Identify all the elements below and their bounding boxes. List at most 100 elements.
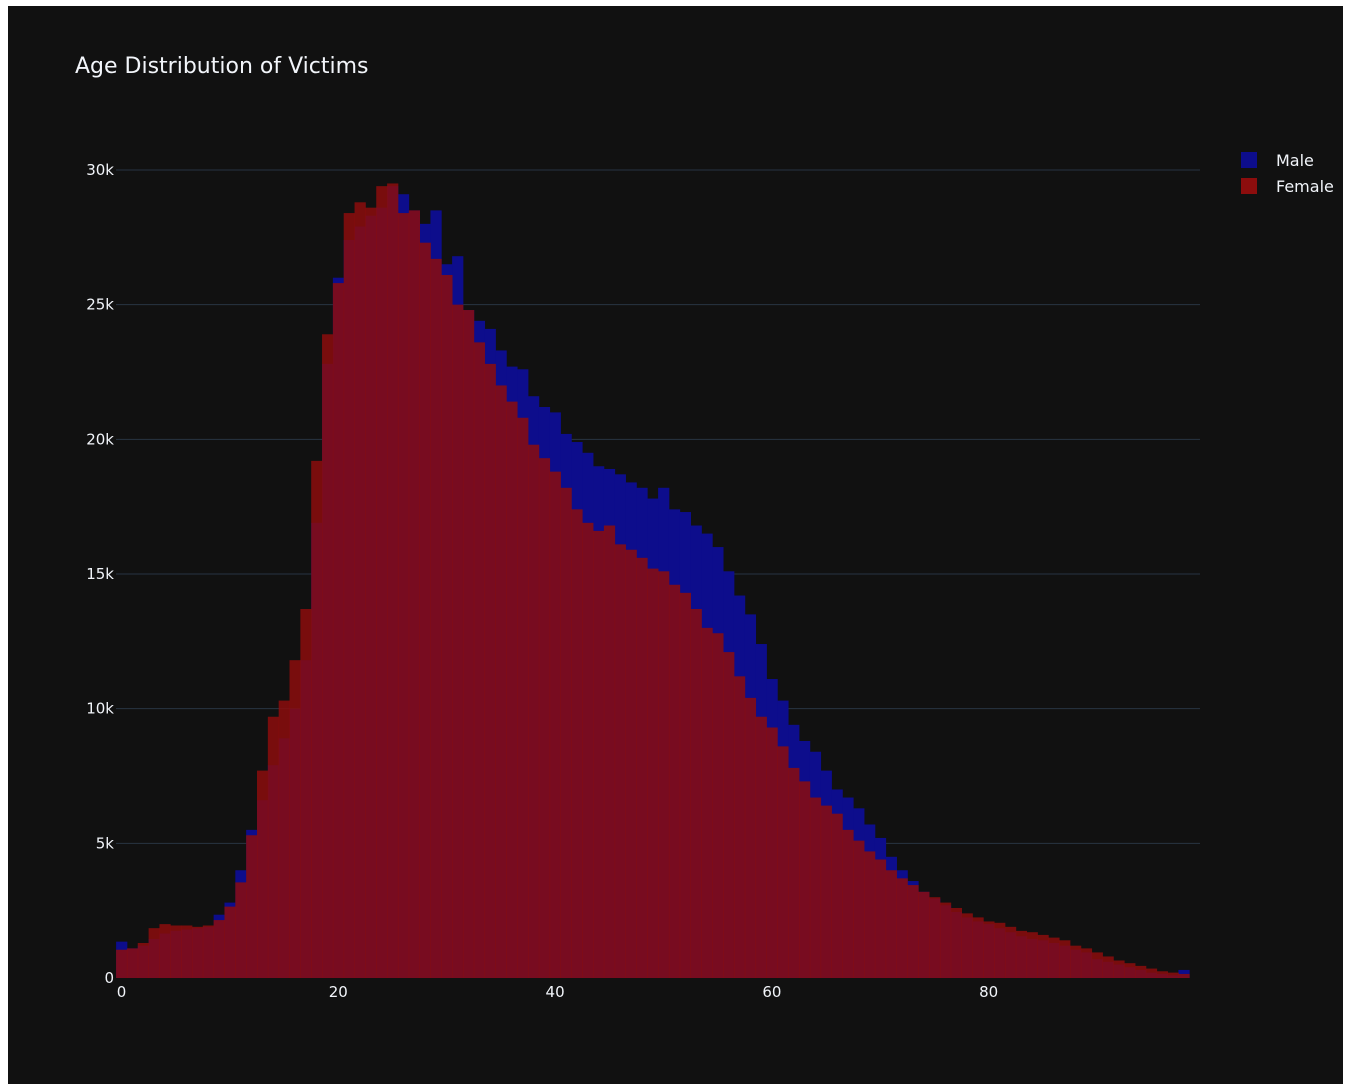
female-bar-12[interactable]: [246, 835, 258, 978]
female-bar-9[interactable]: [213, 920, 225, 978]
female-bar-97[interactable]: [1167, 972, 1179, 978]
female-bar-52[interactable]: [679, 592, 691, 978]
female-bar-29[interactable]: [430, 258, 442, 978]
female-bar-66[interactable]: [831, 813, 843, 978]
female-bar-2[interactable]: [137, 942, 149, 978]
female-bar-91[interactable]: [1102, 956, 1114, 978]
female-bar-26[interactable]: [397, 213, 410, 978]
female-bar-19[interactable]: [322, 334, 334, 978]
female-bar-88[interactable]: [1070, 945, 1082, 978]
female-bar-7[interactable]: [191, 926, 204, 978]
female-bar-33[interactable]: [473, 342, 486, 978]
female-bar-21[interactable]: [343, 213, 355, 978]
female-bar-74[interactable]: [918, 891, 930, 978]
female-bar-25[interactable]: [387, 183, 399, 978]
female-bar-15[interactable]: [278, 700, 290, 978]
female-bar-75[interactable]: [929, 897, 941, 978]
female-bar-86[interactable]: [1048, 937, 1060, 978]
female-bar-67[interactable]: [842, 829, 854, 978]
female-bar-30[interactable]: [441, 275, 453, 978]
female-bar-80[interactable]: [983, 921, 995, 978]
female-bar-89[interactable]: [1080, 948, 1093, 978]
female-bar-77[interactable]: [950, 907, 962, 978]
female-bar-92[interactable]: [1113, 960, 1125, 978]
female-bar-57[interactable]: [733, 676, 746, 978]
female-bar-5[interactable]: [170, 925, 182, 978]
female-bar-82[interactable]: [1004, 926, 1017, 978]
female-bar-62[interactable]: [788, 767, 800, 978]
female-bar-78[interactable]: [961, 913, 973, 978]
female-bar-16[interactable]: [289, 660, 301, 978]
female-bar-73[interactable]: [907, 885, 919, 978]
female-bar-42[interactable]: [571, 509, 583, 978]
female-bar-13[interactable]: [257, 770, 269, 978]
female-bar-24[interactable]: [376, 186, 388, 978]
female-bar-68[interactable]: [853, 840, 865, 978]
female-bar-6[interactable]: [181, 925, 193, 978]
legend[interactable]: Male Female: [1241, 151, 1334, 196]
legend-item-female[interactable]: Female: [1241, 177, 1334, 196]
female-bar-50[interactable]: [658, 571, 670, 978]
female-bar-56[interactable]: [723, 652, 735, 978]
female-bar-60[interactable]: [766, 727, 778, 978]
female-bar-85[interactable]: [1037, 934, 1049, 978]
female-bar-83[interactable]: [1015, 930, 1028, 978]
legend-item-male[interactable]: Male: [1241, 151, 1314, 170]
female-bar-96[interactable]: [1156, 971, 1168, 978]
female-bar-4[interactable]: [159, 924, 171, 978]
female-bar-0[interactable]: [116, 949, 128, 978]
female-bar-69[interactable]: [864, 851, 876, 978]
female-bar-36[interactable]: [506, 401, 518, 978]
female-bar-37[interactable]: [517, 417, 529, 978]
female-bar-84[interactable]: [1026, 932, 1038, 978]
female-bar-63[interactable]: [799, 781, 811, 978]
female-bar-35[interactable]: [495, 385, 507, 978]
female-bar-14[interactable]: [267, 716, 280, 978]
female-bar-40[interactable]: [549, 471, 561, 978]
female-bar-49[interactable]: [647, 568, 659, 978]
female-bar-87[interactable]: [1059, 940, 1071, 978]
female-bar-93[interactable]: [1124, 963, 1136, 978]
female-bar-76[interactable]: [939, 902, 952, 978]
female-bar-38[interactable]: [528, 444, 540, 979]
female-bar-41[interactable]: [560, 487, 572, 978]
female-bar-72[interactable]: [896, 878, 908, 978]
female-bar-95[interactable]: [1145, 968, 1158, 978]
female-bar-23[interactable]: [365, 207, 377, 978]
female-bar-94[interactable]: [1135, 965, 1147, 978]
female-bar-43[interactable]: [582, 522, 594, 978]
female-bar-51[interactable]: [668, 584, 681, 978]
female-bar-61[interactable]: [777, 746, 789, 978]
female-bar-27[interactable]: [408, 210, 420, 978]
male-bar-98[interactable]: [1178, 969, 1190, 978]
female-bar-55[interactable]: [712, 633, 724, 978]
female-bar-34[interactable]: [484, 363, 496, 978]
female-bar-98[interactable]: [1178, 973, 1190, 978]
female-bar-59[interactable]: [755, 716, 767, 978]
female-bar-58[interactable]: [744, 697, 757, 978]
female-bar-70[interactable]: [874, 859, 887, 978]
female-bar-45[interactable]: [603, 525, 616, 978]
female-bar-3[interactable]: [148, 928, 160, 978]
female-bar-47[interactable]: [625, 549, 637, 978]
female-bar-18[interactable]: [311, 460, 323, 978]
female-bar-17[interactable]: [300, 609, 312, 978]
female-bar-10[interactable]: [224, 906, 236, 978]
female-bar-22[interactable]: [354, 202, 366, 979]
female-bar-64[interactable]: [809, 797, 822, 978]
female-bar-53[interactable]: [690, 609, 702, 978]
female-bar-46[interactable]: [614, 544, 626, 978]
female-bar-1[interactable]: [126, 948, 139, 978]
female-bar-32[interactable]: [462, 310, 475, 978]
female-bar-31[interactable]: [452, 304, 464, 978]
female-bar-71[interactable]: [885, 870, 897, 978]
female-bar-20[interactable]: [332, 283, 345, 979]
female-bar-11[interactable]: [235, 882, 247, 978]
female-bar-28[interactable]: [419, 242, 431, 978]
female-bar-79[interactable]: [972, 917, 984, 978]
female-bar-39[interactable]: [538, 458, 551, 978]
female-bar-90[interactable]: [1091, 952, 1103, 978]
female-bar-81[interactable]: [994, 922, 1006, 978]
female-bar-48[interactable]: [636, 557, 648, 978]
female-bar-65[interactable]: [820, 805, 832, 978]
